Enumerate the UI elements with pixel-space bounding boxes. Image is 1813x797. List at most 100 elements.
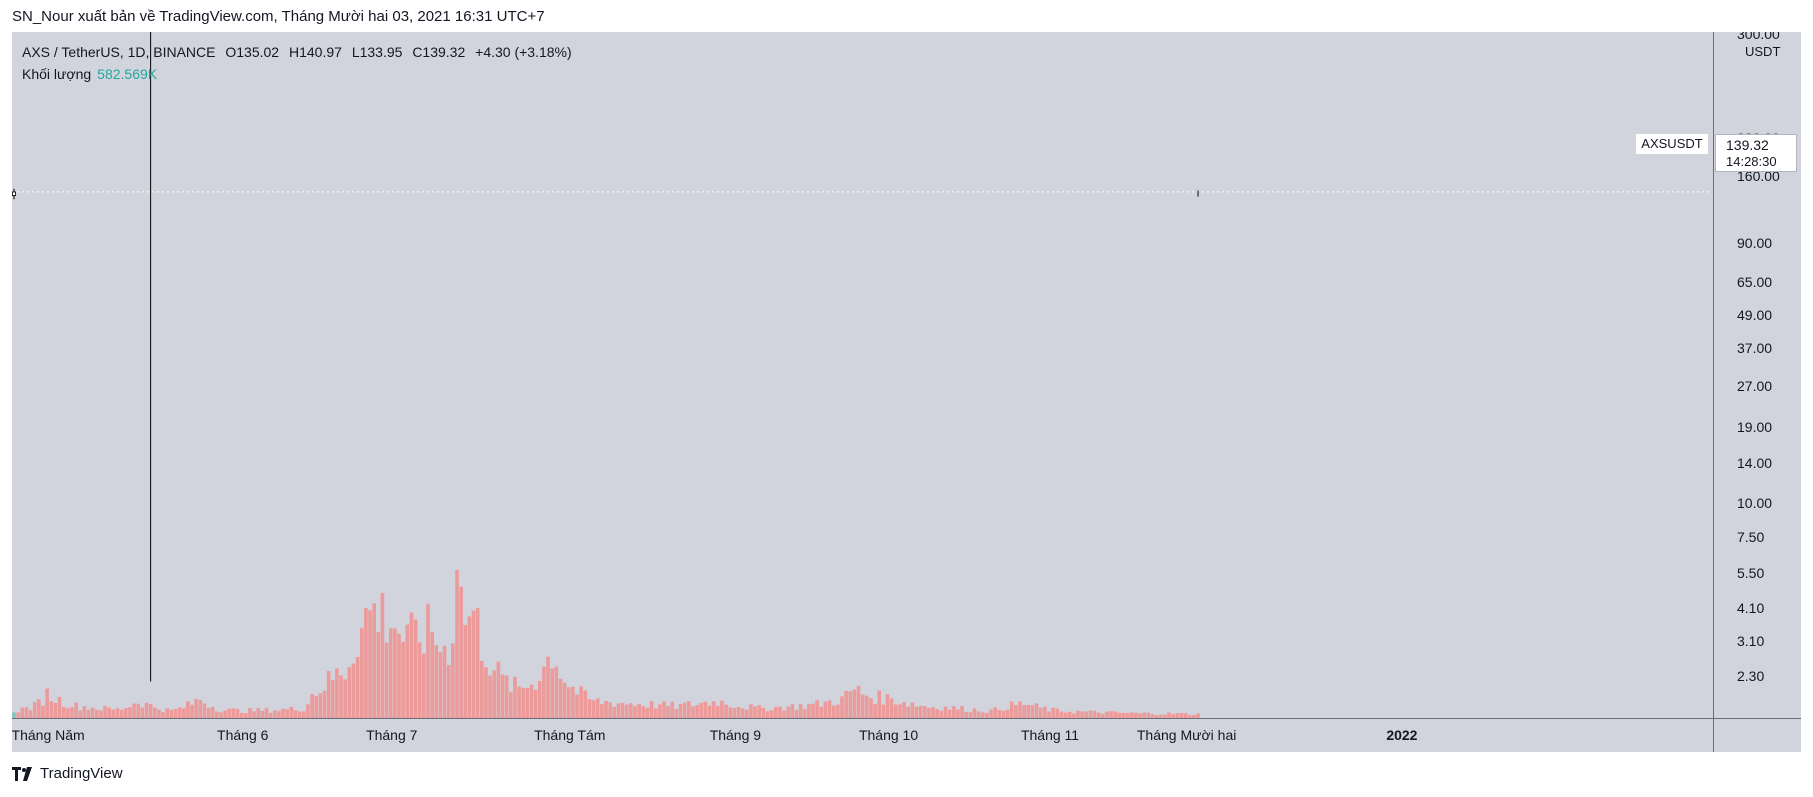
price-tick-label: 4.10	[1737, 600, 1765, 616]
price-tick-label: 90.00	[1737, 235, 1773, 252]
volume-bar	[152, 707, 157, 718]
volume-bar	[666, 706, 670, 718]
volume-bar	[1150, 714, 1155, 718]
volume-bar	[1063, 712, 1068, 718]
volume-bar	[782, 710, 786, 718]
volume-bar	[115, 708, 120, 718]
volume-bar	[463, 624, 468, 718]
volume-bar	[716, 706, 720, 718]
volume-bar	[451, 643, 455, 718]
volume-bar	[1134, 712, 1138, 718]
volume-bar	[939, 711, 944, 718]
volume-bar	[95, 709, 99, 718]
volume-bar	[1034, 703, 1039, 718]
volume-bar	[980, 712, 985, 718]
volume-bar	[885, 694, 890, 718]
volume-bar	[1154, 715, 1159, 718]
volume-bar	[856, 685, 861, 718]
volume-bar	[202, 703, 207, 718]
price-axis[interactable]: 300.00220.00160.0090.0065.0049.0037.0027…	[1714, 32, 1801, 718]
time-tick-label: Tháng Mười hai	[1136, 727, 1237, 743]
volume-bar	[351, 663, 356, 718]
volume-bar	[554, 666, 559, 718]
volume-bar	[1030, 705, 1035, 718]
volume-bar	[956, 709, 960, 718]
volume-bar	[206, 707, 211, 718]
volume-bar	[947, 709, 952, 718]
volume-bar	[724, 704, 728, 718]
volume-bar	[802, 708, 807, 718]
volume-bar	[380, 592, 385, 718]
volume-bar	[687, 701, 691, 718]
volume-bar	[210, 706, 215, 718]
volume-bar	[542, 666, 546, 718]
volume-bar	[413, 619, 418, 718]
volume-bar	[1026, 704, 1031, 718]
volume-bar	[194, 699, 198, 718]
volume-bar	[252, 711, 256, 718]
volume-bar	[1163, 714, 1167, 718]
volume-bar	[765, 711, 770, 718]
volume-bar	[417, 642, 422, 718]
volume-bar	[268, 712, 273, 718]
time-tick-label: Tháng 7	[366, 727, 418, 743]
volume-bar	[674, 708, 679, 718]
volume-bar	[1022, 705, 1026, 718]
volume-bar	[968, 712, 973, 718]
volume-bar	[157, 709, 161, 718]
price-candles	[12, 32, 1199, 682]
volume-bar	[964, 711, 968, 718]
volume-bar	[45, 688, 49, 718]
volume-bar	[865, 695, 869, 718]
volume-bar	[446, 664, 451, 718]
volume-bar	[591, 700, 596, 718]
volume-bar	[1001, 710, 1006, 718]
volume-bar	[430, 632, 434, 718]
volume-bar	[790, 704, 795, 718]
volume-bar	[165, 708, 169, 718]
volume-bar	[637, 704, 641, 718]
volume-bar	[566, 687, 571, 718]
volume-bar	[61, 706, 66, 718]
volume-bar	[1076, 710, 1080, 718]
volume-bar	[753, 706, 757, 718]
volume-bar	[823, 701, 828, 718]
volume-bar	[1084, 711, 1089, 718]
price-tick-label: 14.00	[1737, 455, 1773, 472]
volume-bar	[239, 712, 244, 718]
volume-bar	[136, 703, 140, 718]
chart-area[interactable]: AXS / TetherUS, 1D, BINANCE O135.02 H140…	[12, 32, 1801, 752]
volume-bar	[906, 706, 911, 718]
volume-bar	[881, 704, 886, 718]
volume-bar	[1138, 713, 1142, 718]
volume-bar	[260, 710, 265, 718]
volume-bar	[24, 707, 29, 718]
volume-bar	[1059, 711, 1064, 718]
volume-bar	[310, 693, 314, 718]
volume-bar	[641, 706, 646, 718]
volume-bar	[1055, 708, 1060, 718]
volume-bar	[339, 675, 343, 718]
volume-bar	[583, 690, 588, 718]
volume-bar	[732, 707, 737, 718]
volume-bar	[1067, 711, 1072, 718]
volume-bar	[181, 708, 186, 718]
volume-bar	[401, 642, 405, 718]
volume-bar	[1005, 709, 1010, 718]
volume-bar	[682, 702, 687, 718]
volume-bar	[1088, 710, 1093, 718]
time-axis[interactable]: Tháng Năm Tháng 6 Tháng 7 Tháng Tám Tháng 9 T…	[12, 720, 1712, 750]
volume-bar	[827, 700, 832, 718]
volume-bar	[1125, 713, 1130, 718]
volume-bar	[1101, 713, 1105, 718]
last-price: 139.32	[1726, 137, 1769, 153]
price-tick-label: 300.00	[1737, 32, 1780, 42]
volume-bar	[711, 701, 716, 718]
volume-bar	[467, 616, 472, 718]
volume-bar	[836, 704, 840, 718]
volume-bar	[786, 706, 790, 718]
volume-bar	[720, 700, 724, 718]
volume-bar	[1187, 715, 1192, 718]
volume-bar	[173, 709, 178, 718]
candlestick-plot[interactable]	[12, 32, 1712, 718]
